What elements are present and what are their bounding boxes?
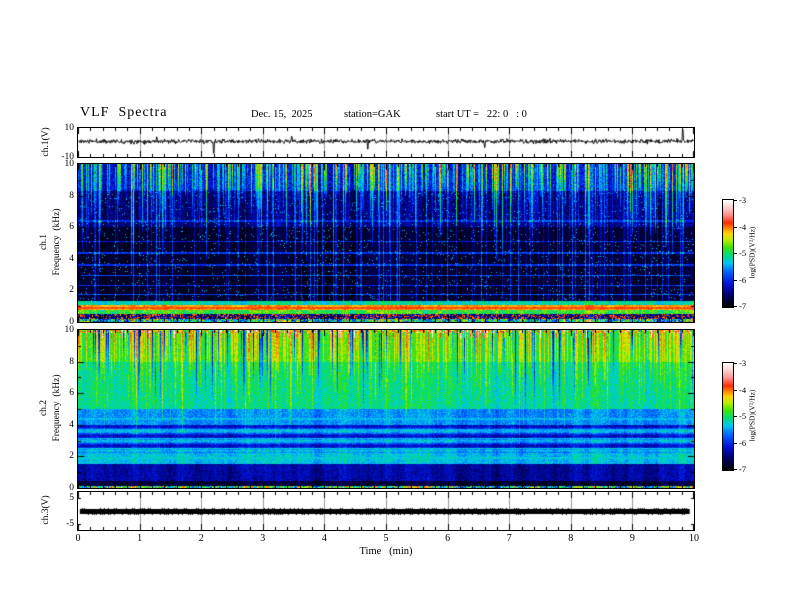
ch1-frequency-tick-label: 6 [69,222,74,233]
time-axis-label: Time (min) [359,546,413,557]
colorbar-tick-label: -3 [739,358,747,368]
ch2-frequency-tick-label: 4 [69,419,74,430]
colorbar-ch1-unit-label: log(PSD)(V²/Hz) [747,226,757,279]
ch2-frequency-tick-label: 6 [69,388,74,399]
colorbar-tick-label: -5 [739,411,747,421]
colorbar-ch2-canvas [723,363,733,470]
colorbar-tick [733,469,737,470]
time-tick-label: 5 [383,533,389,544]
ch2-frequency-tick-label: 2 [69,451,74,462]
ch2-spectrogram-panel [77,329,695,489]
colorbar-tick [733,416,737,417]
ch1-voltage-tick-label: -10 [61,152,74,162]
colorbar-tick [733,390,737,391]
ch2-frequency-tick-label: 0 [69,483,74,493]
ch1-voltage-tick-label: 10 [64,123,75,133]
colorbar-tick-label: -3 [739,195,747,205]
colorbar-tick-label: -4 [739,384,747,395]
colorbar-tick [733,253,737,254]
colorbar-tick [733,280,737,281]
colorbar-tick-label: -7 [739,301,747,311]
colorbar-tick-label: -6 [739,437,747,448]
time-tick-label: 2 [198,533,204,544]
colorbar-tick-label: -4 [739,221,747,232]
ch1-frequency-tick-label: 10 [64,159,75,169]
ch1-frequency-tick-label: 0 [69,317,74,327]
ch1-frequency-tick-label: 2 [69,285,74,296]
time-tick-label: 6 [445,533,451,544]
time-tick-label: 0 [75,533,81,544]
ch3-waveform-panel [77,491,695,531]
colorbar-tick [733,363,737,364]
ch1-waveform-panel [77,127,695,158]
colorbar-tick [733,306,737,307]
ch2-frequency-tick-label: 8 [69,356,74,367]
ch2-spectrogram-canvas [78,330,694,488]
colorbar-tick [733,200,737,201]
ch1-spectrogram-panel [77,163,695,323]
time-tick-label: 7 [506,533,512,544]
header-station: station=GAK [344,109,401,120]
time-tick-label: 10 [689,533,699,544]
time-tick-label: 8 [568,533,574,544]
time-tick-label: 9 [629,533,635,544]
ch1-waveform-canvas [78,128,694,157]
header-date: Dec. 15, 2025 [251,109,313,120]
ch3-voltage-tick-label: 5 [69,492,74,503]
ch3-waveform-canvas [78,492,694,530]
time-tick-label: 4 [321,533,327,544]
time-tick-label: 3 [260,533,266,544]
ch1-spectrogram-canvas [78,164,694,322]
page-title: VLF Spectra [80,105,168,120]
colorbar-tick [733,227,737,228]
time-tick-label: 1 [137,533,143,544]
colorbar-tick-label: -7 [739,464,747,474]
colorbar-tick-label: -6 [739,274,747,285]
header-start-ut: start UT = 22: 0 : 0 [436,109,527,120]
colorbar-tick [733,443,737,444]
ch2-frequency-tick-label: 10 [64,325,75,335]
colorbar-ch1-canvas [723,200,733,307]
ch3-voltage-tick-label: -5 [66,519,74,530]
ch1-frequency-tick-label: 8 [69,190,74,201]
colorbar-ch2-unit-label: log(PSD)(V²/Hz) [747,389,757,442]
ch1-frequency-tick-label: 4 [69,253,74,264]
colorbar-tick-label: -5 [739,248,747,258]
